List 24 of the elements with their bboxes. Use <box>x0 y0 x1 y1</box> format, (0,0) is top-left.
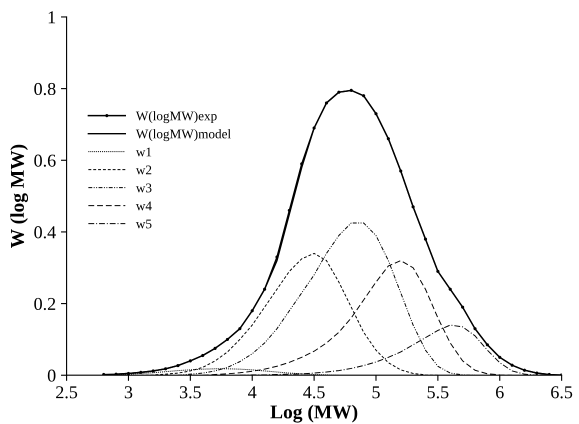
legend-label: W(logMW)exp <box>136 111 217 124</box>
x-tick-label: 3.5 <box>180 386 201 398</box>
x-tick-label: 3 <box>124 386 132 398</box>
y-tick-label: 0.8 <box>34 82 56 96</box>
legend-label: w2 <box>136 166 152 174</box>
x-tick-label: 6.5 <box>551 386 572 398</box>
y-tick-label: 0.4 <box>34 226 56 238</box>
y-tick-label: 1 <box>48 11 56 24</box>
x-axis-title: Log (MW) <box>270 404 358 423</box>
x-tick-label: 6 <box>496 386 504 398</box>
legend-label: w4 <box>136 202 152 210</box>
x-tick-label: 2.5 <box>56 386 78 398</box>
legend-label: w3 <box>136 184 152 192</box>
x-tick-label: 5.5 <box>428 386 448 398</box>
y-axis-title: W (log MW) <box>10 144 28 248</box>
legend-label: w1 <box>136 148 152 156</box>
legend-label: w5 <box>136 220 152 228</box>
legend-label: W(logMW)model <box>136 129 231 142</box>
x-tick-label: 5 <box>372 386 380 398</box>
x-tick-label: 4 <box>248 386 256 398</box>
x-tick-label: 4.5 <box>303 386 325 398</box>
y-tick-label: 0 <box>48 369 56 382</box>
y-tick-label: 0.6 <box>34 154 56 167</box>
y-tick-label: 0.2 <box>34 298 56 310</box>
